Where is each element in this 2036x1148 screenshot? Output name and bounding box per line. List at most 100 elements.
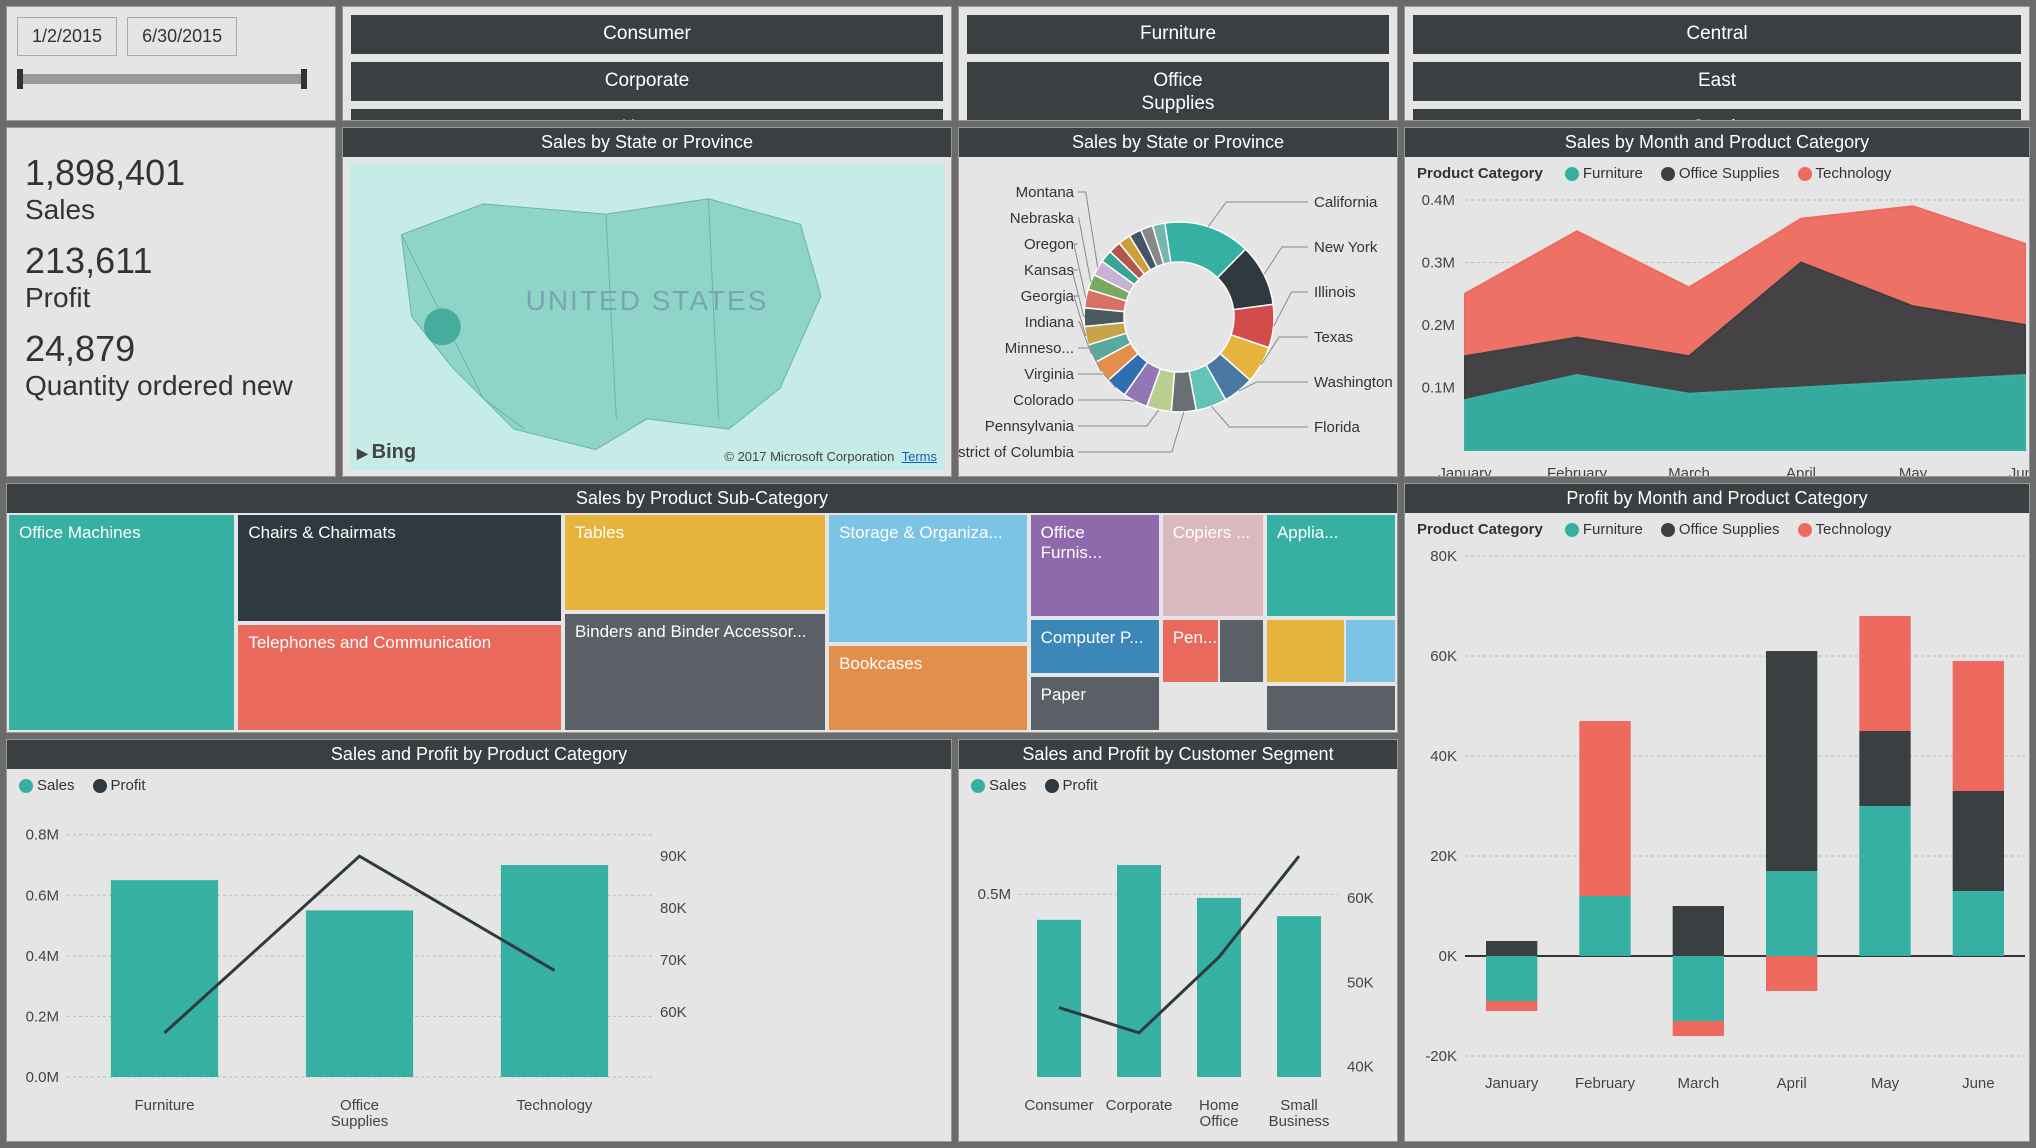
- legend-item-profit[interactable]: Profit: [93, 777, 146, 794]
- svg-text:May: May: [1871, 1075, 1900, 1092]
- svg-text:January: January: [1485, 1075, 1539, 1092]
- date-range-panel: 1/2/2015 6/30/2015: [6, 6, 336, 121]
- category-slicer: FurnitureOfficeSuppliesTechnol...: [958, 6, 1398, 121]
- svg-text:0.1M: 0.1M: [1422, 380, 1455, 397]
- combo-segment-body[interactable]: SalesProfit 0.5M40K50K60KConsumerCorpora…: [959, 769, 1398, 1141]
- treemap-cell-applia[interactable]: Applia...: [1265, 513, 1397, 618]
- segment-btn-consumer[interactable]: Consumer: [351, 15, 943, 54]
- treemap-cell-telephones-and-communication[interactable]: Telephones and Communication: [236, 623, 563, 733]
- svg-text:Texas: Texas: [1314, 329, 1353, 346]
- stacked-bar-legend: Product CategoryFurnitureOffice Supplies…: [1405, 513, 2029, 546]
- svg-text:March: March: [1677, 1075, 1719, 1092]
- svg-text:-20K: -20K: [1425, 1048, 1457, 1065]
- date-slider-track[interactable]: [17, 74, 307, 84]
- date-start-box[interactable]: 1/2/2015: [17, 17, 117, 56]
- segment-btn-home-office[interactable]: HomeOffice: [351, 109, 943, 121]
- svg-text:Office: Office: [340, 1097, 379, 1114]
- category-btn-office-supplies[interactable]: OfficeSupplies: [967, 62, 1389, 121]
- svg-text:Illinois: Illinois: [1314, 284, 1356, 301]
- map-body[interactable]: UNITED STATES Bing © 2017 Microsoft Corp…: [343, 157, 951, 476]
- svg-text:50K: 50K: [1347, 974, 1374, 991]
- treemap-cell-tables[interactable]: Tables: [563, 513, 827, 612]
- combo-category-title: Sales and Profit by Product Category: [7, 740, 951, 769]
- svg-text:Georgia: Georgia: [1021, 288, 1075, 305]
- region-btn-east[interactable]: East: [1413, 62, 2021, 101]
- segment-btn-corporate[interactable]: Corporate: [351, 62, 943, 101]
- combo-segment-title: Sales and Profit by Customer Segment: [959, 740, 1397, 769]
- combo-segment-legend: Sales Profit: [959, 769, 1398, 802]
- svg-text:District of Columbia: District of Columbia: [959, 444, 1075, 461]
- svg-text:70K: 70K: [660, 952, 687, 969]
- treemap-body[interactable]: Office MachinesChairs & ChairmatsTelepho…: [7, 513, 1397, 732]
- kpi-value-quantity-ordered-new: 24,879: [25, 328, 317, 370]
- treemap-cell-blank[interactable]: [1344, 618, 1397, 684]
- area-chart-body[interactable]: Product CategoryFurnitureOffice Supplies…: [1405, 157, 2029, 477]
- legend-item-sales[interactable]: Sales: [971, 777, 1027, 794]
- legend-item-technology[interactable]: Technology: [1798, 521, 1892, 538]
- treemap-cell-office-machines[interactable]: Office Machines: [7, 513, 236, 732]
- donut-panel: Sales by State or Province CaliforniaNew…: [958, 127, 1398, 477]
- legend-item-furniture[interactable]: Furniture: [1565, 165, 1643, 182]
- treemap-cell-office-furnis[interactable]: Office Furnis...: [1029, 513, 1161, 618]
- map-title: Sales by State or Province: [343, 128, 951, 157]
- svg-text:New York: New York: [1314, 239, 1378, 256]
- svg-text:Nebraska: Nebraska: [1010, 210, 1075, 227]
- svg-text:0.3M: 0.3M: [1422, 255, 1455, 272]
- area-legend: Product CategoryFurnitureOffice Supplies…: [1405, 157, 2029, 190]
- kpi-panel: 1,898,401Sales213,611Profit24,879Quantit…: [6, 127, 336, 477]
- legend-item-sales[interactable]: Sales: [19, 777, 75, 794]
- treemap-cell-chairs-chairmats[interactable]: Chairs & Chairmats: [236, 513, 563, 623]
- kpi-label-quantity-ordered-new: Quantity ordered new: [25, 370, 317, 402]
- treemap-cell-copiers[interactable]: Copiers ...: [1161, 513, 1265, 618]
- svg-text:Small: Small: [1280, 1097, 1318, 1114]
- donut-title: Sales by State or Province: [959, 128, 1397, 157]
- legend-item-profit[interactable]: Profit: [1045, 777, 1098, 794]
- treemap-cell-computer-p[interactable]: Computer P...: [1029, 618, 1161, 675]
- treemap-cell-blank[interactable]: [1218, 618, 1265, 684]
- legend-item-office-supplies[interactable]: Office Supplies: [1661, 521, 1780, 538]
- svg-text:80K: 80K: [660, 900, 687, 917]
- svg-text:Furniture: Furniture: [134, 1097, 194, 1114]
- treemap-cell-paper[interactable]: Paper: [1029, 675, 1161, 732]
- area-chart: 0.1M0.2M0.3M0.4MJanuaryFebruaryMarchApri…: [1405, 190, 2030, 477]
- svg-text:80K: 80K: [1430, 548, 1457, 565]
- legend-item-technology[interactable]: Technology: [1798, 165, 1892, 182]
- svg-text:0.4M: 0.4M: [1422, 192, 1455, 209]
- kpi-value-sales: 1,898,401: [25, 152, 317, 194]
- area-chart-title: Sales by Month and Product Category: [1405, 128, 2029, 157]
- svg-text:Home: Home: [1199, 1097, 1239, 1114]
- svg-text:0.0M: 0.0M: [26, 1069, 59, 1086]
- svg-text:January: January: [1438, 465, 1492, 477]
- legend-item-office-supplies[interactable]: Office Supplies: [1661, 165, 1780, 182]
- combo-category-panel: Sales and Profit by Product Category Sal…: [6, 739, 952, 1142]
- map-terms-link[interactable]: Terms: [902, 449, 937, 464]
- stacked-bar-panel: Profit by Month and Product Category Pro…: [1404, 483, 2030, 1142]
- svg-text:40K: 40K: [1347, 1058, 1374, 1075]
- date-end-box[interactable]: 6/30/2015: [127, 17, 237, 56]
- svg-text:February: February: [1575, 1075, 1636, 1092]
- kpi-value-profit: 213,611: [25, 240, 317, 282]
- svg-text:90K: 90K: [660, 848, 687, 865]
- treemap-cell-bookcases[interactable]: Bookcases: [827, 644, 1029, 732]
- category-btn-furniture[interactable]: Furniture: [967, 15, 1389, 54]
- segment-slicer: ConsumerCorporateHomeOfficeSmallBusiness: [342, 6, 952, 121]
- treemap-cell-binders-and-binder-accessor[interactable]: Binders and Binder Accessor...: [563, 612, 827, 732]
- svg-text:20K: 20K: [1430, 848, 1457, 865]
- combo-segment-panel: Sales and Profit by Customer Segment Sal…: [958, 739, 1398, 1142]
- legend-item-furniture[interactable]: Furniture: [1565, 521, 1643, 538]
- region-btn-south[interactable]: South: [1413, 109, 2021, 121]
- svg-text:Kansas: Kansas: [1024, 262, 1074, 279]
- svg-text:60K: 60K: [660, 1004, 687, 1021]
- treemap-cell-blank[interactable]: [1265, 684, 1397, 732]
- region-btn-central[interactable]: Central: [1413, 15, 2021, 54]
- svg-text:0.2M: 0.2M: [26, 1008, 59, 1025]
- combo-segment-chart: 0.5M40K50K60KConsumerCorporateOfficeHome…: [959, 802, 1394, 1132]
- stacked-bar-body[interactable]: Product CategoryFurnitureOffice Supplies…: [1405, 513, 2029, 1141]
- bing-logo: Bing: [357, 441, 416, 464]
- treemap-cell-storage-organiza[interactable]: Storage & Organiza...: [827, 513, 1029, 644]
- donut-body[interactable]: CaliforniaNew YorkIllinoisTexasWashingto…: [959, 157, 1397, 476]
- svg-text:Consumer: Consumer: [1024, 1097, 1093, 1114]
- svg-text:Pennsylvania: Pennsylvania: [985, 418, 1075, 435]
- combo-category-body[interactable]: SalesProfit 0.0M0.2M0.4M0.6M0.8M60K70K80…: [7, 769, 707, 1141]
- area-chart-panel: Sales by Month and Product Category Prod…: [1404, 127, 2030, 477]
